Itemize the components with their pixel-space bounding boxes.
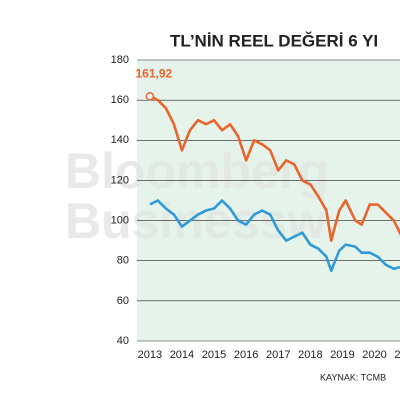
x-tick-label: 2018 (298, 349, 322, 361)
y-tick-label: 140 (111, 134, 129, 146)
watermark: Businessw (65, 193, 326, 249)
x-tick-label: 2020 (362, 349, 386, 361)
y-tick-label: 100 (111, 214, 129, 226)
x-tick-label: 2015 (202, 349, 226, 361)
x-tick-label: 2013 (138, 349, 162, 361)
line (149, 95, 400, 242)
x-tick-label: 2017 (266, 349, 290, 361)
x-tick-label: 2014 (170, 349, 194, 361)
source: KAYNAK: TCMB (320, 372, 386, 382)
y-tick-label: 40 (117, 335, 129, 347)
plot-background (137, 60, 400, 341)
y-tick-label: 180 (111, 54, 129, 66)
line (149, 199, 400, 273)
annotation: 161,92 (135, 66, 172, 80)
watermark: Bloomberg (65, 143, 329, 199)
x-tick-label: 2016 (234, 349, 258, 361)
annotation-marker (145, 92, 155, 101)
y-tick-label: 60 (117, 295, 129, 307)
y-tick-label: 120 (111, 174, 129, 186)
chart-title: TL’NİN REEL DEĞERİ 6 YI (170, 31, 378, 50)
x-tick-label: 2019 (330, 349, 354, 361)
y-tick-label: 160 (111, 94, 129, 106)
y-tick-label: 80 (117, 255, 129, 267)
